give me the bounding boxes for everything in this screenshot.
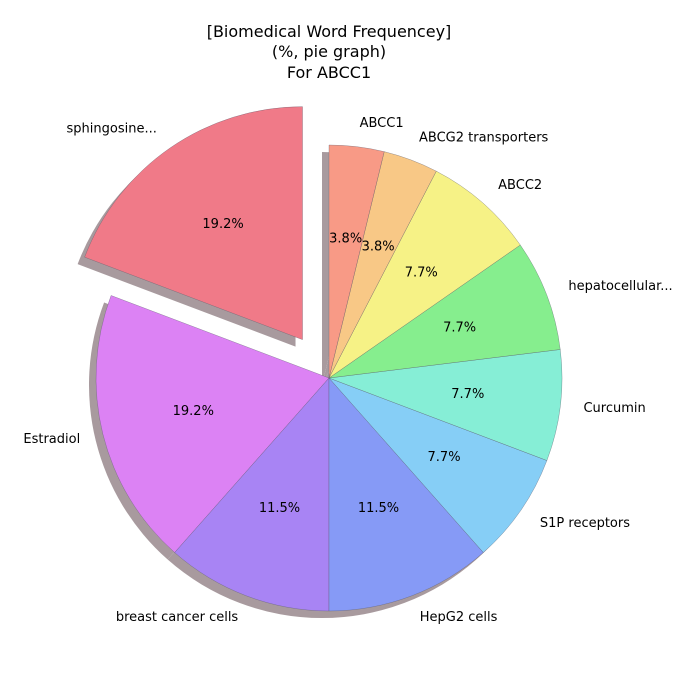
slice-label: Curcumin — [583, 401, 645, 416]
slice-label: ABCC2 — [498, 178, 542, 193]
slice-percent-label: 7.7% — [405, 265, 438, 280]
pie-slice — [328, 349, 563, 461]
pie-slice — [328, 244, 561, 379]
chart-title-line-2: (%, pie graph) — [272, 42, 386, 61]
slice-labels: sphingosine... Estradiol breast cancer cel… — [23, 116, 672, 625]
pie-slice — [174, 377, 330, 612]
slice-percent-labels: 19.2% 19.2% 11.5% 11.5% 7.7% 7.7% 7.7% 7.7% 3.8%… — [173, 217, 485, 516]
slice-label: breast cancer cells — [116, 610, 239, 625]
chart-title: [Biomedical Word Frequencey] (%, pie gra… — [207, 22, 452, 82]
pie-slices — [84, 106, 563, 612]
chart-title-line-1: [Biomedical Word Frequencey] — [207, 22, 452, 41]
pie-slice — [328, 144, 385, 379]
slice-label: Estradiol — [23, 432, 80, 447]
slice-label: sphingosine... — [67, 121, 157, 136]
slice-label: HepG2 cells — [420, 610, 498, 625]
slice-percent-label: 7.7% — [451, 387, 484, 402]
slice-label: ABCG2 transporters — [419, 131, 549, 146]
pie-slice — [328, 377, 548, 553]
chart-title-line-3: For ABCC1 — [287, 63, 371, 82]
pie-slice — [95, 295, 330, 553]
slice-percent-label: 11.5% — [358, 501, 399, 516]
slice-percent-label: 7.7% — [428, 450, 461, 465]
slice-label: S1P receptors — [540, 516, 630, 531]
pie-slice — [328, 170, 521, 379]
slice-label: ABCC1 — [360, 116, 404, 131]
slice-percent-label: 3.8% — [329, 232, 362, 247]
slice-percent-label: 3.8% — [362, 240, 395, 255]
pie-slice — [84, 106, 303, 340]
slice-percent-label: 19.2% — [173, 404, 214, 419]
slice-percent-label: 7.7% — [443, 321, 476, 336]
slice-label: hepatocellular... — [568, 279, 672, 294]
pie-slice — [328, 377, 484, 612]
slice-percent-label: 11.5% — [259, 501, 300, 516]
slice-percent-label: 19.2% — [202, 217, 243, 232]
